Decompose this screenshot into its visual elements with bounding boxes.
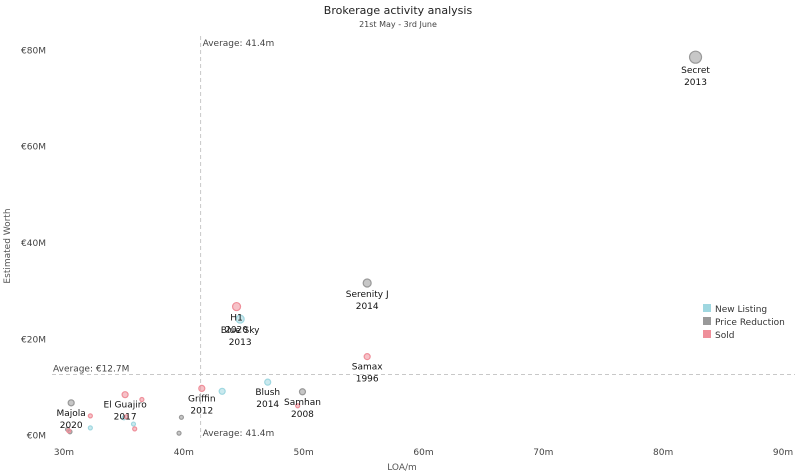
reference-lines: Average: 41.4m Average: 41.4m Average: €12… <box>52 36 795 439</box>
data-point[interactable] <box>264 378 272 386</box>
y-tick-label: €20M <box>21 335 46 345</box>
data-point[interactable] <box>218 387 226 395</box>
y-average-label: Average: €12.7M <box>53 364 129 374</box>
point-label-year: 2014 <box>356 302 379 312</box>
x-average-label-top: Average: 41.4m <box>203 39 275 49</box>
point-label-year: 2013 <box>684 78 707 88</box>
data-point[interactable] <box>298 388 307 396</box>
point-label-year: 2012 <box>190 406 213 416</box>
point-label-name: Blush <box>255 388 280 398</box>
point-label-name: H1 <box>230 314 243 324</box>
x-tick-label: 70m <box>533 448 553 458</box>
point-label-year: 2017 <box>114 413 137 423</box>
chart-title: Brokerage activity analysis <box>324 4 473 17</box>
point-label-year: 2020 <box>60 421 83 431</box>
data-points <box>64 50 703 436</box>
legend-swatch <box>703 330 711 338</box>
x-average-label-bottom: Average: 41.4m <box>203 429 275 439</box>
point-label-year: 1996 <box>356 375 379 385</box>
data-point[interactable] <box>362 278 372 288</box>
data-point[interactable] <box>139 396 145 403</box>
data-point[interactable] <box>198 384 206 393</box>
data-point[interactable] <box>363 353 371 361</box>
data-point[interactable] <box>231 301 242 312</box>
data-point[interactable] <box>66 428 72 434</box>
point-label-name: Griffin <box>188 394 216 404</box>
data-point[interactable] <box>67 399 75 407</box>
x-tick-label: 40m <box>174 448 194 458</box>
data-point[interactable] <box>176 430 182 436</box>
x-tick-label: 90m <box>773 448 793 458</box>
y-tick-label: €60M <box>21 143 46 153</box>
x-tick-label: 30m <box>54 448 74 458</box>
point-label-year: 2020 <box>225 326 248 336</box>
legend: New Listing Price Reduction Sold <box>703 304 785 341</box>
data-point[interactable] <box>87 425 93 431</box>
legend-label: New Listing <box>715 305 767 315</box>
data-point[interactable] <box>130 421 137 427</box>
data-point[interactable] <box>87 413 93 419</box>
legend-swatch <box>703 304 711 312</box>
point-label-name: Samhan <box>284 398 321 408</box>
data-point[interactable] <box>688 50 703 64</box>
legend-swatch <box>703 317 711 325</box>
point-label-name: El Guajiro <box>103 401 147 411</box>
y-tick-label: €40M <box>21 239 46 249</box>
legend-label: Sold <box>715 331 734 341</box>
point-label-year: 2008 <box>291 410 314 420</box>
data-point[interactable] <box>178 414 185 420</box>
data-point[interactable] <box>121 391 129 399</box>
y-axis-title: Estimated Worth <box>3 208 13 283</box>
x-tick-label: 80m <box>653 448 673 458</box>
point-label-name: Secret <box>681 66 710 76</box>
legend-label: Price Reduction <box>715 318 785 328</box>
data-point[interactable] <box>123 414 129 420</box>
point-label-name: Majola <box>57 409 86 419</box>
point-label-year: 2013 <box>229 338 252 348</box>
chart-subtitle: 21st May - 3rd June <box>359 20 437 29</box>
point-label-name: Blue Sky <box>221 326 260 336</box>
y-tick-label: €0M <box>27 432 46 442</box>
data-point[interactable] <box>132 426 138 432</box>
x-axis-ticks: 30m 40m 50m 60m 70m 80m 90m <box>54 448 793 458</box>
data-point[interactable] <box>295 403 301 409</box>
point-label-name: Serenity J <box>346 290 389 300</box>
y-axis-ticks: €0M €20M €40M €60M €80M <box>21 46 46 441</box>
point-labels: Blue Sky 2013 Blush 2014 Secret 2013 Serenity … <box>57 66 711 431</box>
point-label-year: 2014 <box>256 400 279 410</box>
data-point[interactable] <box>235 314 245 324</box>
x-tick-label: 50m <box>294 448 314 458</box>
x-axis-title: LOA/m <box>387 463 417 473</box>
point-label-name: Samax <box>352 363 384 373</box>
y-tick-label: €80M <box>21 46 46 56</box>
x-tick-label: 60m <box>413 448 433 458</box>
